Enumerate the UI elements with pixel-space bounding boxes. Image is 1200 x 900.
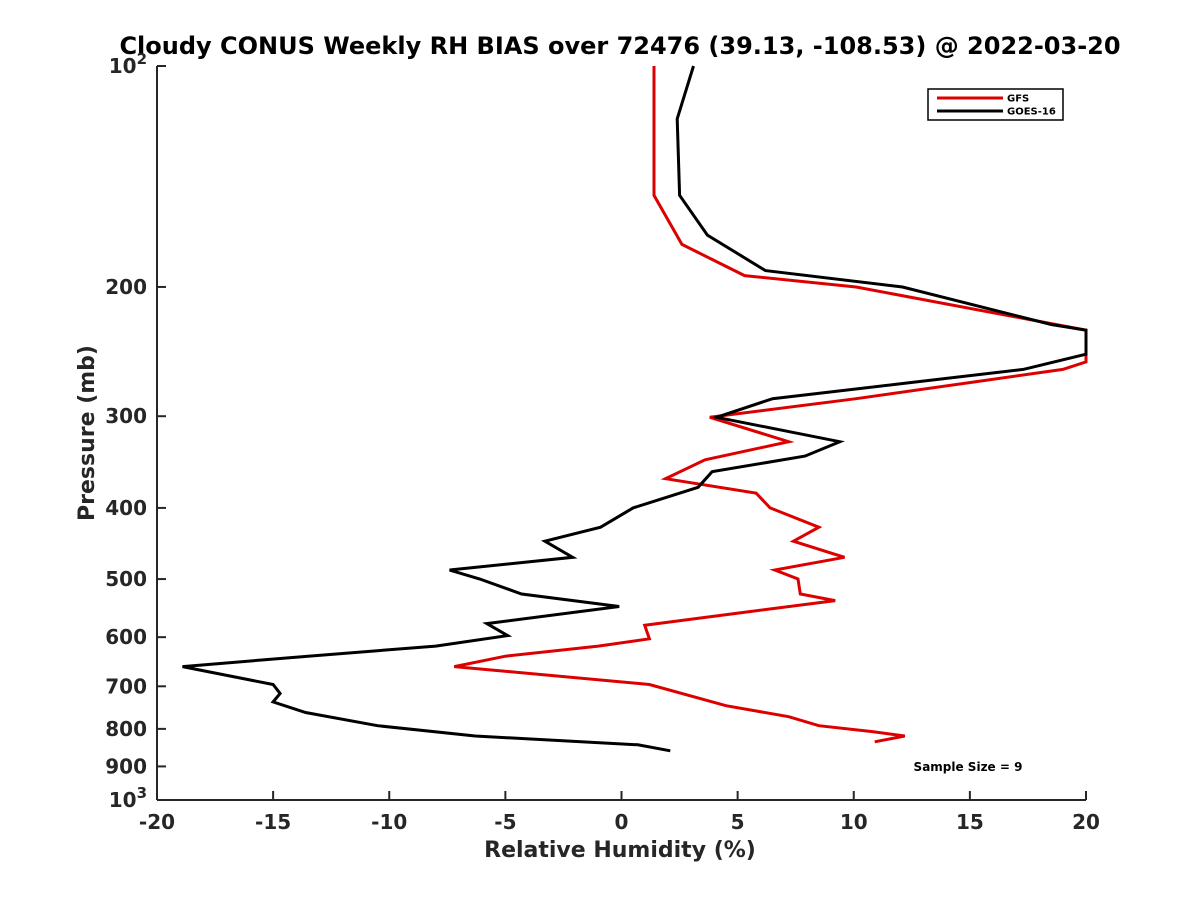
y-axis-ticks: 102 200 300 400 500 600 700 800 900 103 (105, 50, 166, 812)
y-tick-label: 400 (105, 496, 147, 520)
x-tick-label: 10 (840, 810, 868, 834)
legend-label: GFS (1007, 94, 1029, 105)
y-tick-label: 102 (109, 50, 147, 78)
y-tick-label: 300 (105, 404, 147, 428)
legend-label: GOES-16 (1007, 107, 1056, 118)
y-tick-label: 900 (105, 754, 147, 778)
y-axis-label: Pressure (mb) (75, 345, 100, 521)
y-tick-label: 700 (105, 674, 147, 698)
y-tick-label: 800 (105, 717, 147, 741)
series-line-goes16 (182, 65, 1088, 753)
x-tick-label: 15 (956, 810, 984, 834)
x-tick-label: 20 (1072, 810, 1100, 834)
x-axis-label: Relative Humidity (%) (484, 838, 756, 863)
chart-title: Cloudy CONUS Weekly RH BIAS over 72476 (… (119, 32, 1120, 60)
plot-area (157, 66, 1086, 800)
sample-size-annotation: Sample Size = 9 (914, 760, 1023, 774)
x-tick-label: -20 (139, 810, 175, 834)
x-axis-ticks: -20 -15 -10 -5 0 5 10 15 20 (139, 791, 1100, 834)
series-lines (182, 65, 1088, 753)
x-tick-label: 5 (731, 810, 745, 834)
y-tick-label: 600 (105, 625, 147, 649)
y-tick-label: 200 (105, 275, 147, 299)
x-tick-label: -10 (371, 810, 407, 834)
x-tick-label: 0 (615, 810, 629, 834)
legend: GFS GOES-16 (927, 88, 1064, 121)
x-tick-label: -15 (255, 810, 291, 834)
legend-box (927, 88, 1064, 121)
y-tick-label: 103 (109, 784, 147, 812)
x-tick-label: -5 (494, 810, 516, 834)
y-tick-label: 500 (105, 567, 147, 591)
